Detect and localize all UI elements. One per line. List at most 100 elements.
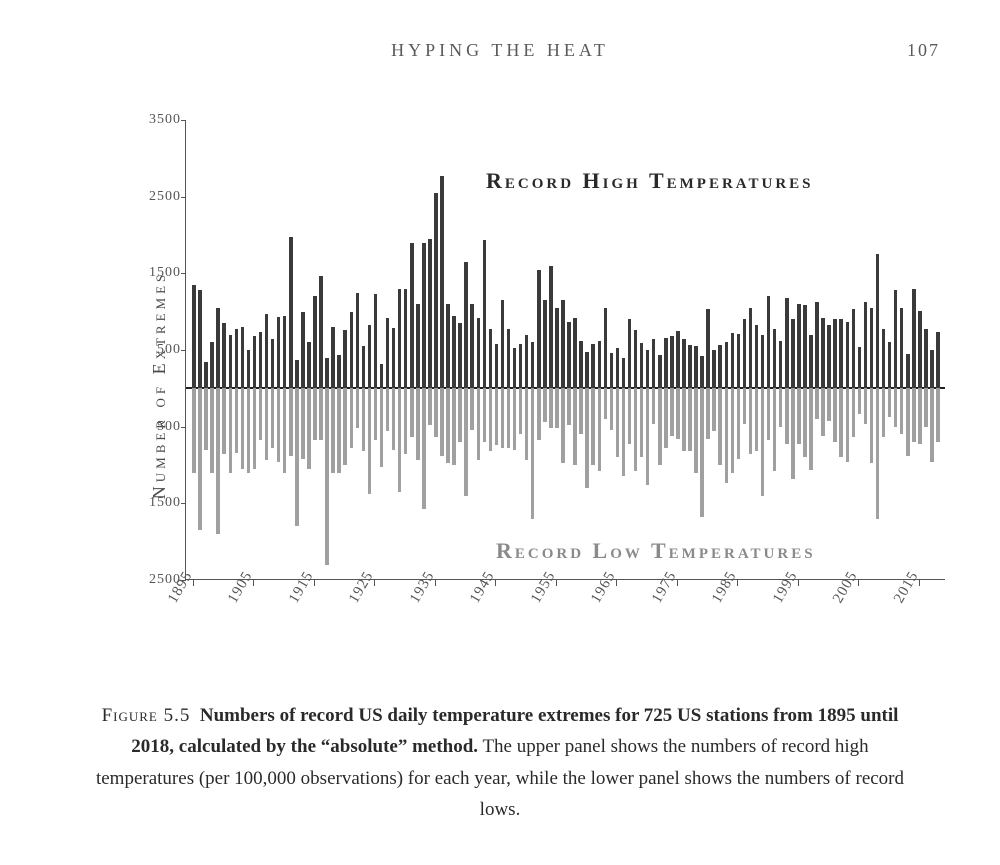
bar-high [458,323,462,388]
bar-high [241,327,245,388]
bar-high [446,304,450,388]
bar-low [519,388,523,434]
bar-low [204,388,208,449]
bar-high [622,358,626,389]
bar-high [319,276,323,389]
bar-low [622,388,626,475]
bar-low [265,388,269,460]
bar-high [882,329,886,389]
bar-low [398,388,402,492]
bar-high [579,341,583,389]
bar-high [337,355,341,388]
figure-label: Figure 5.5 [102,705,191,726]
bar-low [749,388,753,454]
bar-low [894,388,898,426]
bar-low [579,388,583,434]
bar-low [652,388,656,423]
bar-high [295,360,299,388]
bar-high [876,254,880,388]
bar-low [573,388,577,465]
bar-high [477,318,481,389]
bar-high [404,289,408,389]
bar-low [259,388,263,440]
bar-high [198,290,202,388]
bar-low [555,388,559,428]
bar-high [591,344,595,388]
bar-high [567,322,571,388]
bar-high [525,335,529,388]
bar-high [555,308,559,389]
bar-low [900,388,904,434]
page-number: 107 [907,40,940,61]
bar-high [670,336,674,388]
bar-low [858,388,862,414]
bar-high [924,329,928,388]
bar-high [803,305,807,389]
bar-high [809,335,813,389]
bar-low [271,388,275,448]
bar-low [634,388,638,471]
bar-low [821,388,825,436]
bar-low [422,388,426,509]
bar-high [833,319,837,388]
bar-high [216,308,220,389]
bar-high [646,350,650,388]
bar-high [815,302,819,388]
y-tick-label: 500 [136,419,181,435]
bar-low [470,388,474,429]
bar-high [706,309,710,388]
bar-high [906,354,910,389]
bar-high [852,309,856,388]
bar-low [513,388,517,449]
bar-low [706,388,710,439]
bar-low [682,388,686,451]
bar-low [507,388,511,448]
bar-low [912,388,916,442]
bar-low [428,388,432,425]
bar-high [743,319,747,389]
bar-high [271,339,275,389]
bar-low [404,388,408,454]
bar-high [694,346,698,388]
bar-high [434,193,438,389]
bar-low [319,388,323,440]
x-ticks: 1895190519151925193519451955196519751985… [185,580,945,660]
bar-high [350,312,354,389]
bar-low [658,388,662,465]
bar-low [785,388,789,443]
bar-high [604,308,608,389]
bar-low [876,388,880,518]
bar-low [301,388,305,459]
bar-low [718,388,722,465]
bar-high [259,332,263,388]
bar-low [852,388,856,437]
bar-high [585,352,589,389]
bar-high [598,341,602,389]
bar-high [507,329,511,389]
bar-low [392,388,396,449]
bar-low [779,388,783,426]
bar-high [634,330,638,388]
bar-low [350,388,354,448]
bar-low [343,388,347,465]
bar-low [803,388,807,457]
bar-high [398,289,402,388]
bar-high [676,331,680,389]
y-tick-label: 3500 [136,112,181,128]
bar-low [773,388,777,471]
bar-high [712,350,716,388]
bar-high [253,336,257,388]
bar-high [501,300,505,388]
bar-low [253,388,257,469]
bar-high [870,308,874,389]
bar-high [930,350,934,388]
bar-low [543,388,547,422]
bar-low [537,388,541,440]
bar-low [416,388,420,460]
y-axis-label: Number of Extremes [149,271,170,500]
bar-low [434,388,438,437]
bar-low [446,388,450,463]
bar-low [664,388,668,448]
bar-high [313,296,317,388]
low-bars [186,388,945,580]
